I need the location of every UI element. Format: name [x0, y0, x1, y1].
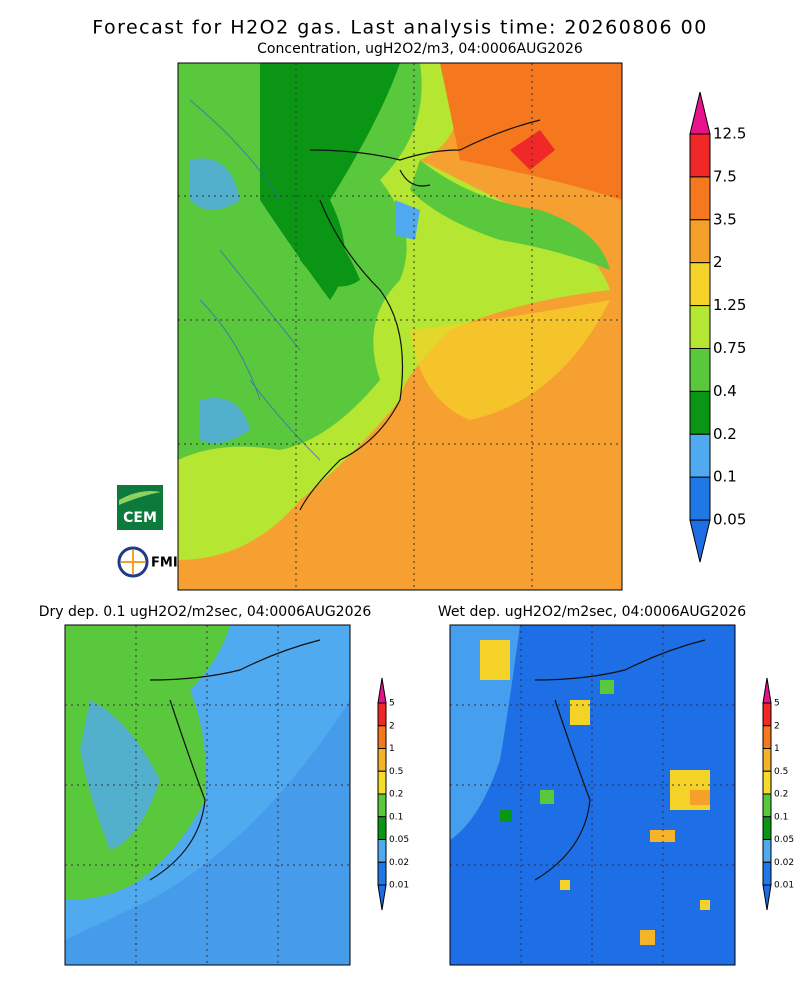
dry-title: Dry dep. 0.1 ugH2O2/m2sec, 04:0006AUG202… — [39, 604, 372, 620]
colorbar-bottom — [377, 884, 387, 911]
colorbar-label: 12.5 — [713, 125, 746, 143]
colorbar-band — [377, 725, 387, 749]
colorbar-label: 2 — [389, 721, 395, 731]
colorbar-band — [689, 133, 711, 178]
colorbar-band — [689, 262, 711, 307]
colorbar-label: 0.05 — [389, 835, 409, 845]
colorbar-label: 0.5 — [389, 767, 403, 777]
colorbar-label: 0.1 — [713, 468, 737, 486]
colorbar-band — [377, 793, 387, 818]
colorbar-band — [689, 305, 711, 350]
fmi-text: FMI — [151, 556, 178, 571]
colorbar-bottom — [689, 519, 711, 563]
wet-colorbar: 5 2 1 0.5 0.2 0.1 0.05 0.02 0.01 — [762, 677, 794, 911]
wet-title: Wet dep. ugH2O2/m2sec, 04:0006AUG2026 — [438, 604, 746, 620]
colorbar-label: 1.25 — [713, 296, 746, 314]
colorbar-label: 0.4 — [713, 382, 737, 400]
main-colorbar: 12.5 7.5 3.5 2 1.25 0.75 0.4 0.2 0.1 0.05 — [689, 91, 746, 563]
colorbar-label: 0.05 — [774, 835, 794, 845]
colorbar-label: 0.05 — [713, 511, 746, 529]
colorbar-band — [762, 839, 772, 863]
colorbar-label: 1 — [774, 744, 780, 754]
colorbar-band — [762, 816, 772, 840]
colorbar-label: 5 — [774, 699, 780, 709]
colorbar-band — [762, 748, 772, 772]
colorbar-label: 2 — [713, 253, 723, 271]
colorbar-label: 0.01 — [774, 881, 794, 891]
colorbar-band — [762, 770, 772, 795]
colorbar-band — [762, 861, 772, 886]
subtitle: Concentration, ugH2O2/m3, 04:0006AUG2026 — [257, 41, 583, 57]
main-map — [177, 62, 623, 591]
fmi-logo: FMI — [117, 546, 178, 578]
colorbar-band — [689, 476, 711, 521]
colorbar-bottom — [762, 884, 772, 911]
colorbar-band — [377, 816, 387, 840]
colorbar-label: 0.1 — [774, 812, 788, 822]
colorbar-band — [377, 702, 387, 727]
colorbar-label: 0.02 — [389, 858, 409, 868]
colorbar-band — [762, 702, 772, 727]
colorbar-label: 0.2 — [774, 790, 788, 800]
colorbar-label: 0.2 — [389, 790, 403, 800]
colorbar-label: 3.5 — [713, 210, 737, 228]
wet-map — [449, 624, 736, 966]
cem-logo: CEM — [117, 485, 163, 530]
colorbar-band — [689, 176, 711, 221]
colorbar-label: 0.1 — [389, 812, 403, 822]
colorbar-band — [377, 839, 387, 863]
colorbar-band — [377, 770, 387, 795]
colorbar-label: 7.5 — [713, 167, 737, 185]
colorbar-band — [689, 390, 711, 435]
colorbar-label: 0.01 — [389, 881, 409, 891]
dry-colorbar: 5 2 1 0.5 0.2 0.1 0.05 0.02 0.01 — [377, 677, 409, 911]
colorbar-top — [689, 91, 711, 135]
colorbar-label: 0.2 — [713, 425, 737, 443]
colorbar-label: 0.02 — [774, 858, 794, 868]
colorbar-label: 5 — [389, 699, 395, 709]
colorbar-top — [762, 677, 772, 704]
cem-text: CEM — [123, 510, 157, 526]
colorbar-label: 1 — [389, 744, 395, 754]
colorbar-band — [377, 861, 387, 886]
colorbar-band — [689, 219, 711, 264]
colorbar-label: 0.75 — [713, 339, 746, 357]
dry-map — [64, 624, 351, 966]
colorbar-band — [762, 725, 772, 749]
colorbar-label: 0.5 — [774, 767, 788, 777]
title: Forecast for H2O2 gas. Last analysis tim… — [92, 17, 708, 39]
colorbar-band — [762, 793, 772, 818]
colorbar-band — [689, 433, 711, 478]
colorbar-label: 2 — [774, 721, 780, 731]
colorbar-band — [377, 748, 387, 772]
colorbar-band — [689, 348, 711, 392]
colorbar-top — [377, 677, 387, 704]
